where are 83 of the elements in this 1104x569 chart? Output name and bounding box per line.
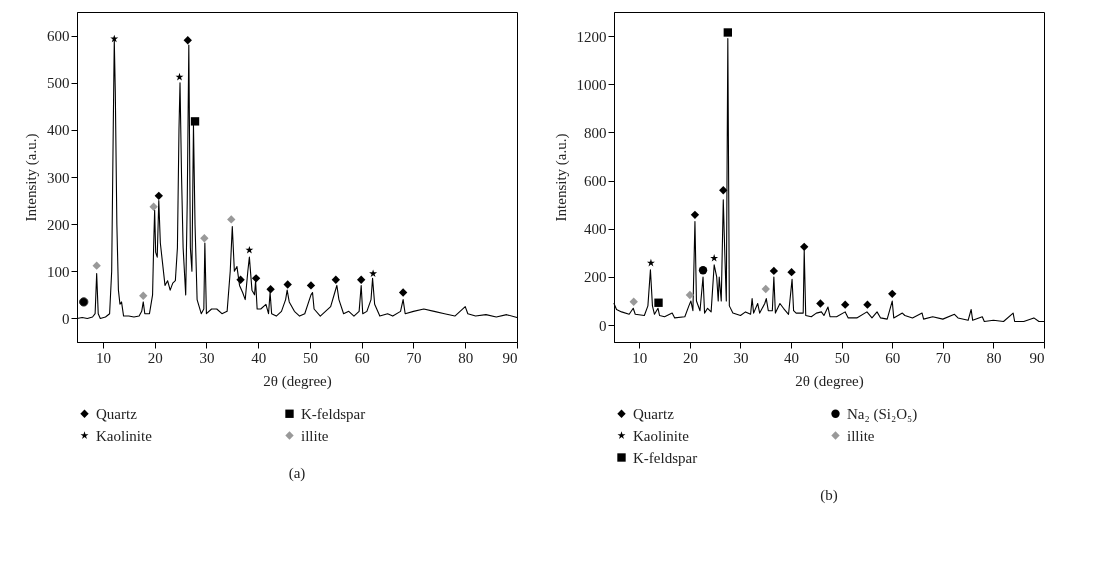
point xyxy=(251,274,261,283)
x-axis-title: 2θ (degree) xyxy=(263,372,332,390)
legend-label: K-feldspar xyxy=(633,449,698,466)
x-tick-label: 80 xyxy=(986,349,1002,366)
x-tick-label: 60 xyxy=(354,349,370,366)
y-tick-label: 0 xyxy=(62,310,70,327)
point xyxy=(139,291,148,300)
x-tick-label: 10 xyxy=(632,349,648,366)
x-tick-label: 20 xyxy=(147,349,163,366)
x-tick-label: 30 xyxy=(733,349,749,366)
point xyxy=(306,281,316,290)
point xyxy=(398,288,408,297)
point xyxy=(183,36,192,45)
legend-label: illite xyxy=(301,427,329,444)
point xyxy=(154,191,163,201)
y-tick-label: 400 xyxy=(47,122,70,139)
legend-label: Quartz xyxy=(96,405,138,422)
x-tick-label: 70 xyxy=(935,349,951,366)
y-tick-label: 1000 xyxy=(576,76,607,93)
x-tick-label: 40 xyxy=(251,349,267,366)
y-axis-title: Intensity (a.u.) xyxy=(552,133,570,222)
x-tick-label: 90 xyxy=(502,349,518,366)
point xyxy=(357,275,366,284)
y-tick-label: 200 xyxy=(47,216,70,233)
y-tick-label: 600 xyxy=(47,28,70,45)
x-tick-label: 50 xyxy=(302,349,318,366)
point xyxy=(236,275,245,284)
point xyxy=(283,280,292,289)
point xyxy=(685,290,695,300)
point xyxy=(149,202,158,211)
legend-label: Kaolinite xyxy=(96,427,153,444)
point xyxy=(787,267,796,277)
y-tick-label: 0 xyxy=(599,317,607,334)
y-tick-label: 400 xyxy=(584,221,607,238)
point xyxy=(800,242,809,252)
point xyxy=(266,285,275,294)
text: (a) xyxy=(288,465,306,482)
point xyxy=(888,289,897,299)
x-tick-label: 10 xyxy=(95,349,111,366)
x-tick-label: 50 xyxy=(834,349,850,366)
legend-label: Kaolinite xyxy=(633,427,690,444)
point xyxy=(654,298,663,307)
point xyxy=(629,297,638,306)
x-tick-label: 80 xyxy=(458,349,474,366)
legend-label: illite xyxy=(847,427,875,444)
point xyxy=(690,210,700,219)
point xyxy=(816,299,825,308)
x-axis-title: 2θ (degree) xyxy=(795,372,864,390)
point xyxy=(769,266,779,276)
point xyxy=(190,117,200,126)
x-tick-label: 30 xyxy=(199,349,215,366)
point xyxy=(863,300,872,309)
point xyxy=(79,297,89,307)
legend-label: Quartz xyxy=(633,405,675,422)
y-tick-label: 1200 xyxy=(576,28,607,45)
point xyxy=(331,275,341,284)
point xyxy=(646,258,655,267)
y-tick-label: 600 xyxy=(584,173,607,190)
point xyxy=(200,234,209,243)
text: (b) xyxy=(820,487,838,504)
y-tick-label: 300 xyxy=(47,169,70,186)
legend-label: Na₂ (Si₂O₅) xyxy=(847,405,918,423)
point xyxy=(245,245,254,254)
y-tick-label: 200 xyxy=(584,269,607,286)
point xyxy=(92,261,101,270)
point xyxy=(698,266,708,275)
point xyxy=(227,215,236,224)
legend-label: K-feldspar xyxy=(301,405,366,422)
point xyxy=(761,284,770,294)
point xyxy=(723,28,733,37)
y-tick-label: 500 xyxy=(47,75,70,92)
point xyxy=(710,253,719,262)
point xyxy=(369,269,378,278)
y-tick-label: 800 xyxy=(584,124,607,141)
point xyxy=(841,300,850,309)
y-axis-title: Intensity (a.u.) xyxy=(23,133,40,222)
y-tick-label: 100 xyxy=(47,263,70,280)
x-tick-label: 20 xyxy=(682,349,698,366)
x-tick-label: 70 xyxy=(406,349,422,366)
x-tick-label: 60 xyxy=(885,349,901,366)
x-tick-label: 90 xyxy=(1029,349,1045,366)
x-tick-label: 40 xyxy=(784,349,800,366)
point xyxy=(719,186,728,195)
